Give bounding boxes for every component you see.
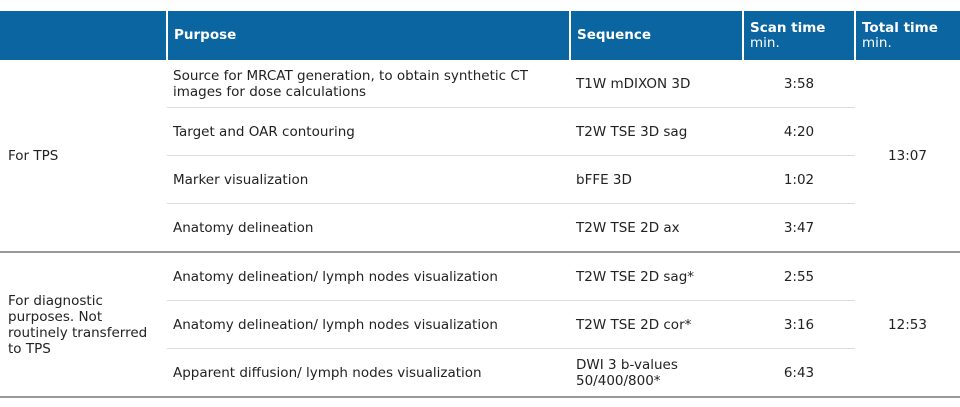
header-sequence: Sequence [569,11,743,60]
header-scan-time: Scan time min. [742,11,855,60]
total-time-unit: min. [862,34,892,51]
scan-time-cell: 3:16 [743,300,855,349]
scan-time-cell: 1:02 [743,155,855,204]
scan-time-cell: 4:20 [743,107,855,156]
purpose-cell: Marker visualization [167,155,570,204]
group-label: For TPS [0,60,167,253]
purpose-cell: Anatomy delineation/ lymph nodes visuali… [167,300,570,349]
scan-time-unit: min. [750,34,780,51]
scan-time-cell: 3:58 [743,60,855,108]
sequence-cell: bFFE 3D [570,155,743,204]
header-row: Purpose Sequence Scan time min. Total tim… [0,11,960,60]
sequence-cell: DWI 3 b-values 50/400/800* [570,348,743,398]
scan-time-cell: 3:47 [743,203,855,253]
group-label: For diagnostic purposes. Not routinely t… [0,252,167,398]
header-total-time: Total time min. [854,11,960,60]
sequence-cell: T2W TSE 2D sag* [570,252,743,301]
sequence-cell: T2W TSE 3D sag [570,107,743,156]
table-row: Anatomy delineation/ lymph nodes visuali… [0,300,960,349]
total-time-cell: 12:53 [855,252,960,398]
table-row: Apparent diffusion/ lymph nodes visualiz… [0,348,960,398]
sequence-cell: T2W TSE 2D cor* [570,300,743,349]
table-row: Anatomy delineation T2W TSE 2D ax 3:47 [0,203,960,253]
scan-time-cell: 2:55 [743,252,855,301]
scan-time-cell: 6:43 [743,348,855,398]
header-group [0,11,167,60]
purpose-cell: Anatomy delineation [167,203,570,253]
sequence-text: DWI 3 b-values 50/400/800* [576,356,678,389]
purpose-cell: Target and OAR contouring [167,107,570,156]
purpose-cell: Source for MRCAT generation, to obtain s… [167,60,570,108]
total-time-label: Total time [862,19,938,36]
table-row: For diagnostic purposes. Not routinely t… [0,252,960,398]
purpose-cell: Apparent diffusion/ lymph nodes visualiz… [167,348,570,398]
total-time-cell: 13:07 [855,60,960,253]
table-row: For TPS Source for MRCAT generation, to … [0,60,960,253]
scan-protocol-table: Purpose Sequence Scan time min. Total tim… [0,11,960,398]
purpose-cell: Anatomy delineation/ lymph nodes visuali… [167,252,570,301]
scan-time-label: Scan time [750,19,826,36]
sequence-cell: T1W mDIXON 3D [570,60,743,108]
table-row: Target and OAR contouring T2W TSE 3D sag… [0,107,960,156]
header-purpose: Purpose [166,11,570,60]
sequence-cell: T2W TSE 2D ax [570,203,743,253]
table-row: Marker visualization bFFE 3D 1:02 [0,155,960,204]
